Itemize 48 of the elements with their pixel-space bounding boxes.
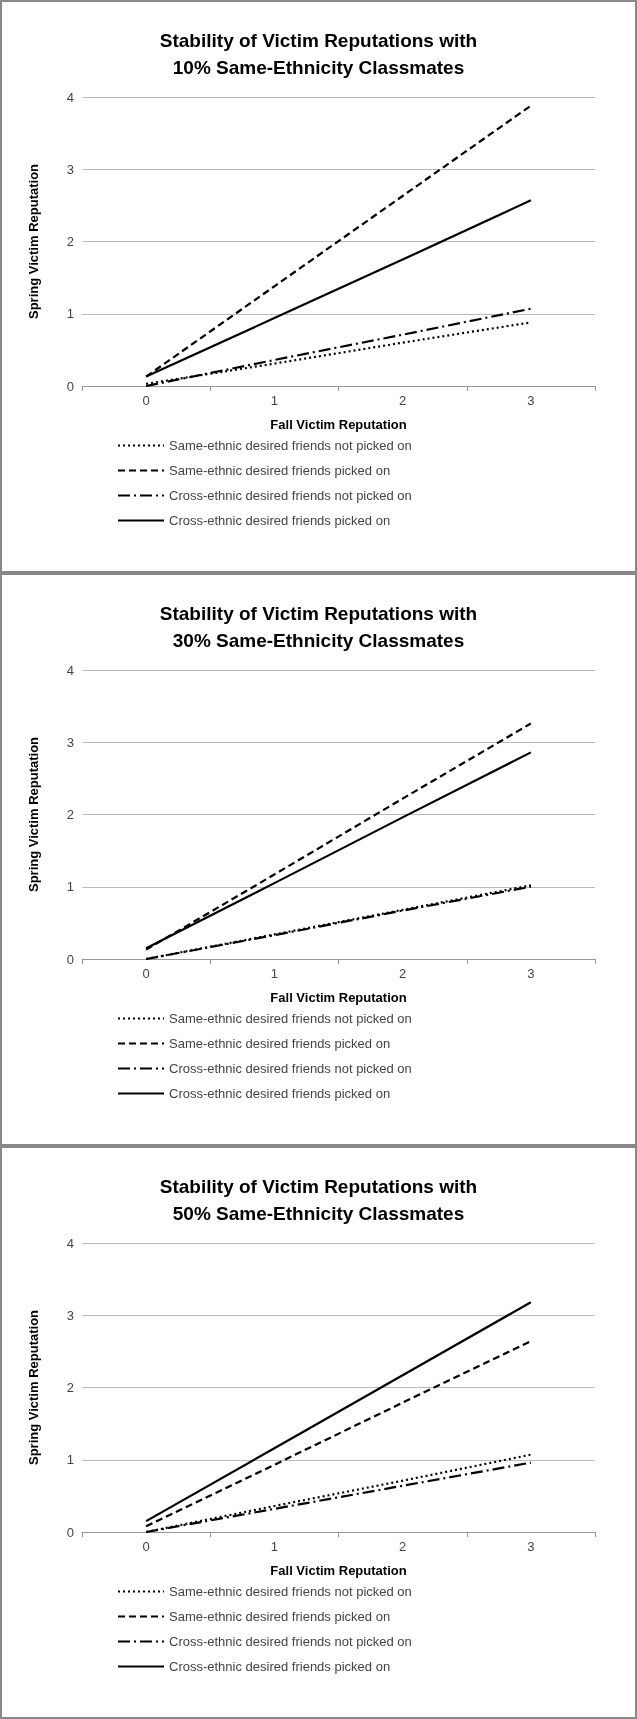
legend-label: Same-ethnic desired friends not picked on bbox=[169, 438, 412, 453]
x-tick-label: 2 bbox=[399, 1539, 407, 1554]
x-tick-label: 2 bbox=[399, 966, 407, 981]
x-tick-label: 0 bbox=[142, 966, 150, 981]
x-tick-label: 1 bbox=[270, 1539, 278, 1554]
x-tick-label: 3 bbox=[527, 393, 535, 408]
legend-label: Same-ethnic desired friends not picked on bbox=[169, 1584, 412, 1599]
y-tick-label: 4 bbox=[66, 1235, 74, 1251]
legend-label: Cross-ethnic desired friends not picked on bbox=[169, 488, 412, 503]
x-tick-label: 1 bbox=[270, 393, 278, 408]
y-tick-label: 4 bbox=[66, 662, 74, 678]
x-axis-title: Fall Victim Reputation bbox=[270, 1563, 407, 1578]
chart-title: Stability of Victim Reputations with 50% Same-Ethnicity Classmates bbox=[159, 1176, 478, 1224]
x-tick-label: 3 bbox=[527, 966, 535, 981]
y-tick-label: 0 bbox=[66, 1524, 74, 1540]
y-tick-label: 1 bbox=[66, 879, 74, 895]
chart-title: Stability of Victim Reputations with 30% Same-Ethnicity Classmates bbox=[159, 603, 478, 651]
x-tick-label: 0 bbox=[142, 1539, 150, 1554]
x-tick-label: 0 bbox=[142, 393, 150, 408]
x-axis-title: Fall Victim Reputation bbox=[270, 990, 407, 1005]
y-axis-title: Spring Victim Reputation bbox=[26, 1309, 41, 1466]
y-tick-label: 2 bbox=[66, 807, 74, 822]
x-tick-label: 2 bbox=[399, 393, 407, 408]
legend-label: Cross-ethnic desired friends picked on bbox=[169, 1086, 391, 1101]
y-axis-title: Spring Victim Reputation bbox=[26, 736, 41, 893]
y-tick-label: 1 bbox=[66, 1452, 74, 1468]
legend-label: Same-ethnic desired friends picked on bbox=[169, 1609, 391, 1624]
legend-label: Cross-ethnic desired friends not picked on bbox=[169, 1634, 412, 1649]
x-tick-label: 3 bbox=[527, 1539, 535, 1554]
y-tick-label: 2 bbox=[66, 234, 74, 249]
y-axis-title: Spring Victim Reputation bbox=[26, 163, 41, 320]
chart-title: Stability of Victim Reputations with 10% Same-Ethnicity Classmates bbox=[159, 30, 478, 78]
x-axis-title: Fall Victim Reputation bbox=[270, 417, 407, 432]
legend-label: Same-ethnic desired friends picked on bbox=[169, 463, 391, 478]
legend-label: Cross-ethnic desired friends not picked on bbox=[169, 1061, 412, 1076]
y-tick-label: 2 bbox=[66, 1380, 74, 1395]
y-tick-label: 1 bbox=[66, 306, 74, 322]
y-tick-label: 3 bbox=[66, 1307, 74, 1323]
y-tick-label: 0 bbox=[66, 378, 74, 394]
legend-label: Same-ethnic desired friends not picked on bbox=[169, 1011, 412, 1026]
y-tick-label: 4 bbox=[66, 89, 74, 105]
legend-label: Same-ethnic desired friends picked on bbox=[169, 1036, 391, 1051]
x-tick-label: 1 bbox=[270, 966, 278, 981]
y-tick-label: 0 bbox=[66, 951, 74, 967]
legend-label: Cross-ethnic desired friends picked on bbox=[169, 1659, 391, 1674]
legend-label: Cross-ethnic desired friends picked on bbox=[169, 513, 391, 528]
y-tick-label: 3 bbox=[66, 734, 74, 750]
y-tick-label: 3 bbox=[66, 161, 74, 177]
